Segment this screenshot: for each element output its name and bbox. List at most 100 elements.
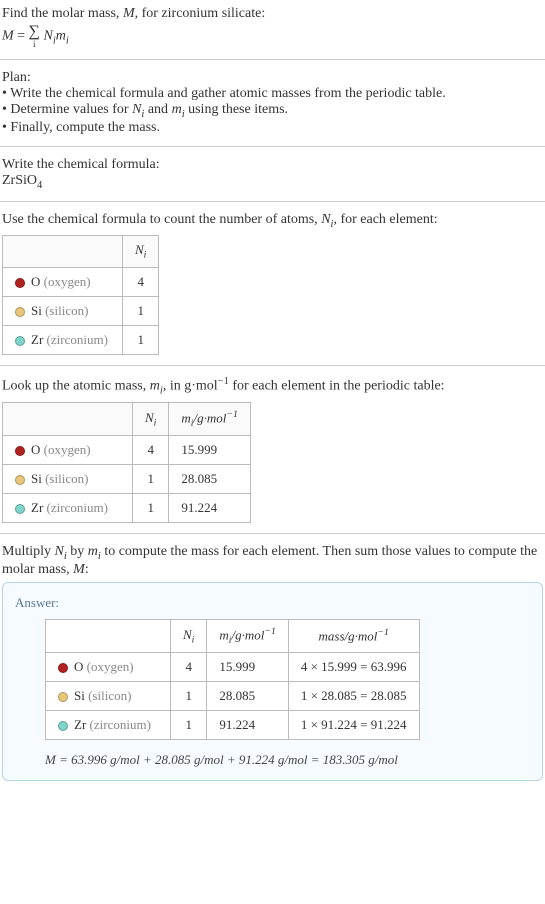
- cell-element: O (oxygen): [46, 653, 171, 682]
- cell-n: 1: [171, 682, 207, 711]
- chem-heading: Write the chemical formula:: [2, 157, 543, 173]
- lookup-table: Ni mi/g·mol−1 O (oxygen) 4 15.999 Si (si…: [2, 402, 251, 523]
- table-row: O (oxygen) 4 15.999 4 × 15.999 = 63.996: [46, 653, 420, 682]
- plan-bullet-2: • Determine values for Ni and mi using t…: [2, 102, 543, 120]
- plan-b2c: using these items.: [185, 102, 288, 117]
- plan-m: m: [172, 102, 182, 117]
- cell-element: Si (silicon): [46, 682, 171, 711]
- divider: [0, 533, 545, 534]
- lookup-a: Look up the atomic mass,: [2, 379, 150, 394]
- hdr-mass-sym: mass/g·mol: [319, 629, 378, 644]
- hdr-empty: [46, 620, 171, 653]
- table-row: Zr (zirconium) 1 91.224: [3, 494, 251, 523]
- table-header-row: Ni mi/g·mol−1 mass/g·mol−1: [46, 620, 420, 653]
- mult-N: N: [55, 544, 64, 559]
- divider: [0, 201, 545, 202]
- el-name: (silicon): [42, 471, 89, 486]
- multiply-block: Multiply Ni by mi to compute the mass fo…: [0, 538, 545, 787]
- cell-m: 28.085: [207, 682, 288, 711]
- eq-equals: =: [14, 29, 29, 44]
- eq-lhs: M: [2, 29, 14, 44]
- element-dot-Zr: [15, 336, 25, 346]
- cell-mass: 4 × 15.999 = 63.996: [288, 653, 419, 682]
- eq-N: N: [43, 29, 52, 44]
- answer-inner: Ni mi/g·mol−1 mass/g·mol−1 O (oxygen) 4 …: [15, 619, 530, 768]
- table-row: Si (silicon) 1 28.085 1 × 28.085 = 28.08…: [46, 682, 420, 711]
- el-name: (oxygen): [40, 274, 90, 289]
- hdr-N: Ni: [133, 403, 169, 436]
- cell-n: 4: [133, 436, 169, 465]
- el-sym: Si: [31, 471, 42, 486]
- count-line-a: Use the chemical formula to count the nu…: [2, 212, 321, 227]
- hdr-N-sub: i: [192, 634, 195, 645]
- cell-m: 91.224: [207, 711, 288, 740]
- hdr-mass: mass/g·mol−1: [288, 620, 419, 653]
- answer-box: Answer: Ni mi/g·mol−1 mass/g·mol−1 O (ox…: [2, 582, 543, 781]
- count-N: N: [321, 212, 330, 227]
- element-dot-Zr: [58, 721, 68, 731]
- cell-n: 1: [123, 325, 159, 354]
- multiply-heading: Multiply Ni by mi to compute the mass fo…: [2, 544, 543, 578]
- intro-text-2: , for zirconium silicate:: [135, 6, 266, 21]
- element-dot-O: [15, 278, 25, 288]
- count-heading: Use the chemical formula to count the nu…: [2, 212, 543, 230]
- cell-m: 28.085: [169, 465, 250, 494]
- mult-M: M: [73, 562, 85, 577]
- mult-d: :: [85, 562, 89, 577]
- table-row: Si (silicon) 1 28.085: [3, 465, 251, 494]
- cell-m: 15.999: [207, 653, 288, 682]
- divider: [0, 146, 545, 147]
- lookup-heading: Look up the atomic mass, mi, in g·mol−1 …: [2, 376, 543, 396]
- table-header-row: Ni: [3, 236, 159, 268]
- chem-block: Write the chemical formula: ZrSiO4: [0, 151, 545, 197]
- hdr-N-sub: i: [144, 250, 147, 261]
- sigma-glyph: ∑: [29, 23, 40, 40]
- hdr-N-sym: N: [183, 627, 192, 642]
- cell-n: 1: [171, 711, 207, 740]
- element-dot-Si: [15, 307, 25, 317]
- hdr-N-sym: N: [145, 410, 154, 425]
- divider: [0, 365, 545, 366]
- table-row: O (oxygen) 4 15.999: [3, 436, 251, 465]
- hdr-m-exp: −1: [226, 409, 237, 420]
- el-sym: Si: [74, 688, 85, 703]
- plan-bullet-3: • Finally, compute the mass.: [2, 120, 543, 136]
- hdr-m: mi/g·mol−1: [207, 620, 288, 653]
- eq-m: m: [56, 29, 66, 44]
- el-sym: Si: [31, 303, 42, 318]
- hdr-m-sym: m: [181, 411, 190, 426]
- chem-formula: ZrSiO4: [2, 173, 543, 191]
- el-name: (silicon): [85, 688, 132, 703]
- hdr-empty: [3, 403, 133, 436]
- intro-block: Find the molar mass, M , for zirconium si…: [0, 0, 545, 55]
- hdr-empty: [3, 236, 123, 268]
- plan-bullet-1: • Write the chemical formula and gather …: [2, 86, 543, 102]
- hdr-m: mi/g·mol−1: [169, 403, 250, 436]
- hdr-N-sym: N: [135, 242, 144, 257]
- plan-block: Plan: • Write the chemical formula and g…: [0, 64, 545, 142]
- plan-heading: Plan:: [2, 70, 543, 86]
- hdr-m-unit: /g·mol: [232, 627, 265, 642]
- hdr-m-exp: −1: [264, 626, 275, 637]
- el-name: (zirconium): [43, 332, 108, 347]
- plan-b2b: and: [144, 102, 171, 117]
- el-name: (zirconium): [43, 500, 108, 515]
- mult-b: by: [67, 544, 88, 559]
- el-name: (oxygen): [83, 659, 133, 674]
- cell-m: 15.999: [169, 436, 250, 465]
- el-sym: O: [74, 659, 83, 674]
- el-sym: O: [31, 442, 40, 457]
- count-block: Use the chemical formula to count the nu…: [0, 206, 545, 361]
- final-equation: M = 63.996 g/mol + 28.085 g/mol + 91.224…: [45, 752, 530, 768]
- chem-formula-text: ZrSiO: [2, 173, 37, 188]
- el-name: (zirconium): [86, 717, 151, 732]
- cell-m: 91.224: [169, 494, 250, 523]
- element-dot-Si: [15, 475, 25, 485]
- element-dot-Si: [58, 692, 68, 702]
- table-header-row: Ni mi/g·mol−1: [3, 403, 251, 436]
- cell-element: O (oxygen): [3, 267, 123, 296]
- cell-mass: 1 × 91.224 = 91.224: [288, 711, 419, 740]
- cell-n: 1: [123, 296, 159, 325]
- intro-text-1: Find the molar mass,: [2, 6, 123, 21]
- cell-n: 4: [123, 267, 159, 296]
